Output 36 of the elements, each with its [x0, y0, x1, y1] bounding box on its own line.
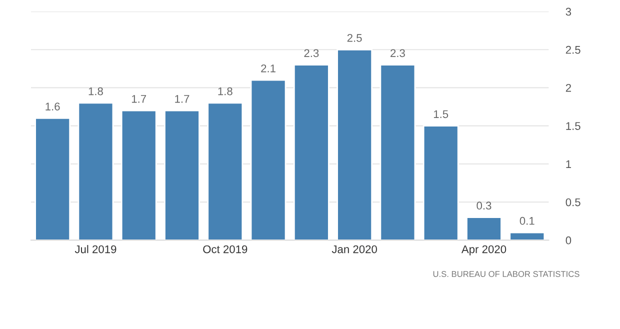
y-tick-label: 2.5 — [566, 46, 580, 54]
data-label: 2.3 — [390, 49, 405, 58]
data-label: 0.3 — [476, 202, 492, 210]
x-tick-label: Oct 2019 — [203, 245, 248, 254]
bar — [336, 48, 373, 240]
data-label: 1.8 — [88, 87, 103, 96]
text: U.S. BUREAU OF LABOR STATISTICS — [433, 271, 580, 277]
data-label: 2.3 — [304, 49, 319, 58]
bar — [293, 64, 330, 240]
bar — [78, 102, 114, 240]
data-label: 1.7 — [132, 95, 146, 103]
data-label: 2.1 — [261, 64, 276, 72]
x-tick-label: Jan 2020 — [332, 245, 377, 254]
y-tick-label: 1.5 — [566, 122, 580, 130]
x-tick-label: Apr 2020 — [461, 245, 506, 256]
bar — [466, 216, 502, 240]
bar — [509, 232, 546, 240]
y-tick-label: 0 — [566, 236, 572, 244]
data-label: 1.6 — [46, 102, 60, 110]
bar — [120, 110, 157, 240]
y-tick-label: 2 — [566, 84, 571, 92]
y-tick-label: 3 — [566, 8, 572, 16]
data-label: 1.7 — [175, 95, 190, 103]
bar — [207, 102, 244, 240]
bar — [380, 64, 416, 240]
bar — [164, 110, 200, 240]
data-label: 1.5 — [434, 110, 448, 118]
data-label: 1.8 — [218, 87, 232, 96]
bar — [422, 125, 459, 240]
y-tick-label: 1 — [566, 160, 572, 168]
bar — [250, 79, 286, 240]
bar — [34, 118, 71, 240]
y-tick-label: 0.5 — [566, 198, 580, 206]
data-label: 0.1 — [520, 216, 534, 225]
data-label: 2.5 — [347, 34, 362, 42]
x-tick-label: Jul 2019 — [74, 245, 116, 254]
